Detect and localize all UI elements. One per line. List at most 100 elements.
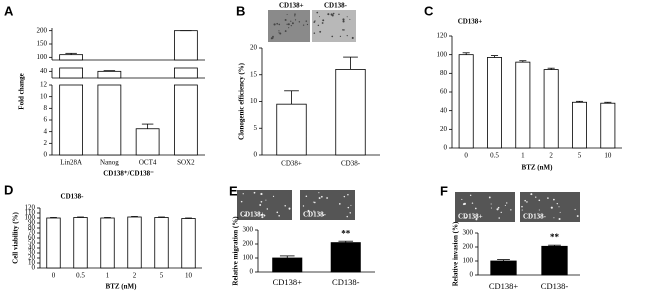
y-tick-label: 100 [437, 50, 448, 58]
y-tick-label: 5 [254, 124, 258, 132]
y-tick-label: 60 [28, 234, 36, 242]
micrograph-speck [553, 217, 555, 219]
y-tick-label: 100 [243, 254, 254, 262]
micrograph-speck [318, 197, 321, 199]
micrograph-speck [318, 192, 320, 194]
micrograph-speck [313, 32, 316, 34]
micrograph-speck [338, 203, 341, 205]
y-tick-label: 300 [243, 226, 254, 234]
micrograph-speck [526, 201, 528, 203]
micrograph-speck [332, 13, 335, 15]
micrograph-speck [290, 25, 292, 27]
y-tick-label: 50 [28, 239, 36, 247]
micrograph-speck [242, 193, 244, 195]
micrograph-speck [342, 20, 345, 23]
x-tick-label: CD138+ [489, 281, 519, 291]
micrograph-speck [347, 206, 350, 209]
micrograph-speck [259, 204, 262, 206]
panel-letter: E [229, 183, 238, 198]
micrograph-speck [284, 30, 287, 32]
bar [173, 84, 198, 156]
micrograph-speck [547, 197, 549, 199]
micrograph-speck [475, 218, 478, 221]
micrograph-speck [556, 202, 558, 205]
panel-letter: B [236, 3, 245, 18]
micrograph-speck [307, 209, 310, 212]
micrograph-speck [306, 23, 309, 26]
x-tick-label: 10 [185, 272, 193, 280]
x-tick-label: 5 [160, 272, 164, 280]
y-tick-label: 12 [40, 81, 48, 89]
y-tick-label: 0 [44, 151, 48, 159]
micrograph-speck [498, 217, 500, 219]
micrograph-speck [321, 22, 324, 24]
y-tick-label: 0 [32, 264, 36, 272]
micrograph-speck [349, 212, 351, 214]
micrograph-speck [260, 192, 263, 196]
micrograph-speck [550, 206, 553, 209]
micrograph-speck [339, 35, 342, 37]
y-tick-label: 2 [44, 139, 48, 147]
image-label: CD138- [523, 213, 547, 221]
micrograph-speck [261, 216, 264, 219]
panel-letter: A [4, 3, 14, 18]
micrograph-speck [279, 32, 282, 35]
bar [600, 102, 616, 149]
bar [272, 257, 303, 273]
micrograph-speck [496, 208, 499, 211]
y-tick-label: 200 [463, 243, 474, 251]
micrograph-speck [322, 19, 325, 22]
micrograph-speck [500, 211, 502, 214]
y-tick-label: 40 [40, 67, 48, 75]
y-tick-label: 0 [250, 268, 254, 276]
bar [127, 216, 142, 269]
micrograph-speck [305, 20, 308, 22]
y-axis-label: Relative migration (%) [232, 216, 240, 286]
micrograph-speck [469, 194, 472, 197]
y-tick-label: 150 [37, 40, 48, 48]
x-tick-label: 2 [133, 272, 137, 280]
micrograph-speck [346, 35, 348, 37]
x-tick-label: CD138+ [273, 277, 303, 287]
micrograph-speck [288, 27, 290, 29]
x-tick-label: 0.5 [76, 272, 85, 280]
micrograph-speck [490, 207, 492, 209]
micrograph-speck [253, 191, 256, 194]
micrograph-speck [278, 30, 280, 32]
bar [100, 217, 115, 269]
micrograph-speck [302, 24, 305, 26]
micrograph-speck [347, 193, 349, 196]
y-axis-label: Fold change [18, 73, 26, 109]
x-tick-label: 0 [52, 272, 56, 280]
bar [541, 245, 568, 276]
x-tick-label: CD138- [541, 281, 569, 291]
y-tick-label: 20 [28, 254, 36, 262]
micrograph-speck [524, 199, 526, 202]
y-tick-label: 10 [250, 97, 258, 105]
significance: ** [341, 228, 351, 238]
bar [154, 217, 169, 269]
micrograph-speck [273, 23, 276, 26]
micrograph-speck [312, 201, 314, 203]
x-tick-label: OCT4 [139, 159, 157, 167]
bar [97, 84, 122, 156]
micrograph-speck [298, 21, 301, 23]
micrograph-speck [316, 11, 319, 14]
panel-letter: C [424, 3, 434, 18]
bar [59, 54, 84, 61]
micrograph-speck [263, 214, 266, 217]
y-tick-label: 0 [470, 271, 474, 279]
micrograph-speck [504, 204, 506, 207]
image-label: CD138+ [279, 2, 304, 10]
y-tick-label: 90 [28, 219, 36, 227]
bar [73, 217, 88, 269]
bar [490, 260, 517, 276]
micrograph-speck [471, 202, 474, 204]
micrograph [268, 10, 310, 42]
y-tick-label: 200 [243, 240, 254, 248]
x-tick-label: SOX2 [177, 159, 195, 167]
chart-title: CD138+ [458, 18, 483, 26]
micrograph-speck [343, 29, 345, 31]
y-tick-label: 10 [40, 92, 48, 100]
micrograph-speck [465, 217, 467, 219]
